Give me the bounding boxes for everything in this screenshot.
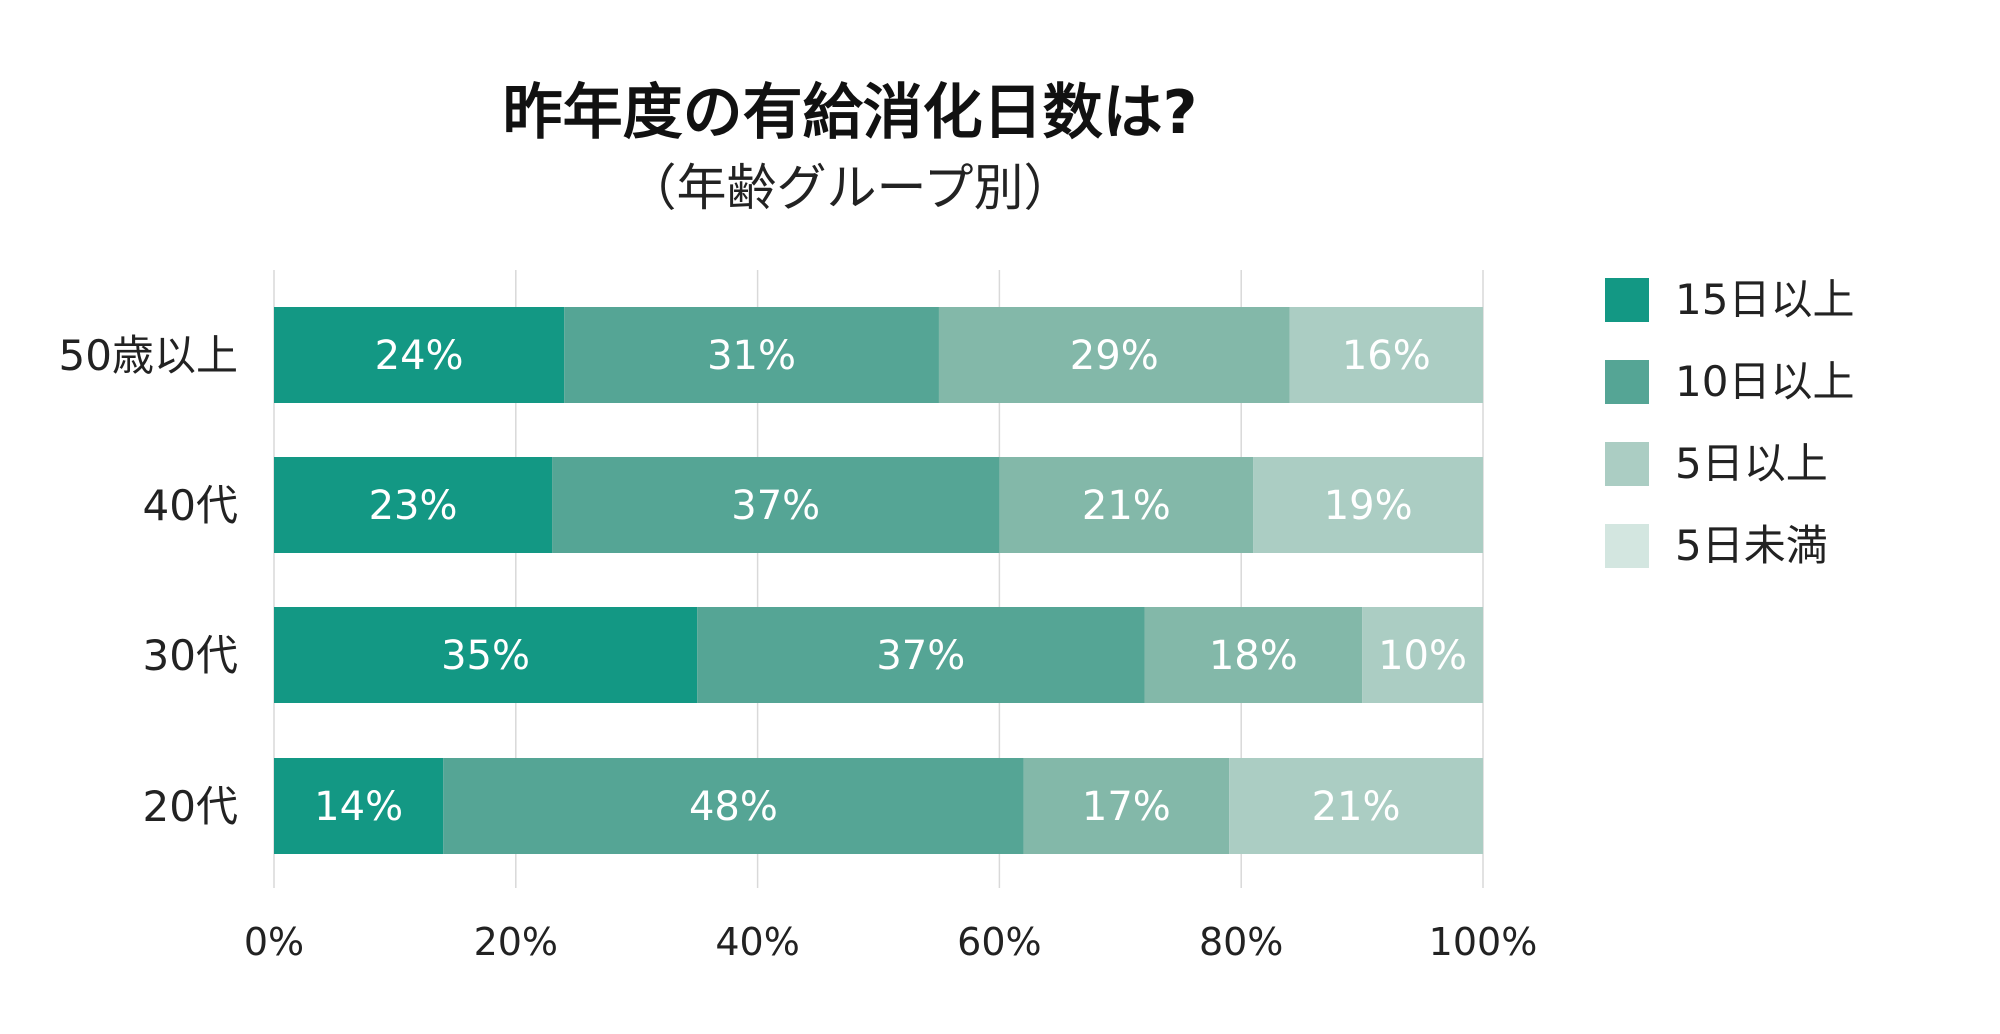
x-tick-label: 60% [957, 920, 1041, 964]
x-tick-label: 40% [715, 920, 799, 964]
bar-segment [1023, 758, 1230, 854]
bar-value-label: 29% [1070, 333, 1159, 379]
x-tick-label: 0% [244, 920, 304, 964]
bar-segment [697, 607, 1145, 703]
category-label: 40代 [143, 481, 238, 530]
bar-value-label: 14% [314, 784, 403, 830]
legend-swatch [1605, 442, 1649, 486]
category-label: 20代 [143, 782, 238, 831]
bar-segment [1362, 607, 1483, 703]
bar-value-label: 17% [1082, 784, 1171, 830]
bar-value-label: 19% [1324, 483, 1413, 529]
legend-label: 5日以上 [1675, 439, 1828, 488]
bar-value-label: 35% [441, 633, 530, 679]
axis-layer: 0% 20% 40% 60% 80% 100% 50歳以上 40代 30代 20代 [59, 331, 1538, 964]
bar-value-label: 31% [707, 333, 796, 379]
legend-layer: 15日以上 10日以上 5日以上 5日未満 [1605, 275, 1854, 570]
bar-segment [938, 307, 1290, 403]
bar-segment [274, 457, 553, 553]
bar-value-label: 16% [1342, 333, 1431, 379]
chart-title: 昨年度の有給消化日数は? [503, 78, 1198, 148]
category-label: 50歳以上 [59, 331, 238, 380]
bar-segment [1144, 607, 1363, 703]
chart-subtitle: （年齢グループ別） [627, 159, 1074, 217]
bar-segment [564, 307, 939, 403]
x-tick-label: 100% [1429, 920, 1538, 964]
legend-label: 15日以上 [1675, 275, 1854, 324]
bar-segment [552, 457, 1000, 553]
bar-value-label: 24% [375, 333, 464, 379]
bar-value-label: 21% [1312, 784, 1401, 830]
category-label: 30代 [143, 631, 238, 680]
legend-label: 10日以上 [1675, 357, 1854, 406]
bar-segment [1253, 457, 1483, 553]
legend-swatch [1605, 360, 1649, 404]
bar-segment [274, 758, 444, 854]
x-tick-label: 80% [1199, 920, 1283, 964]
bar-segment [999, 457, 1254, 553]
bar-value-label: 10% [1378, 633, 1467, 679]
bar-segment [443, 758, 1024, 854]
bar-segment [274, 307, 565, 403]
legend-swatch [1605, 278, 1649, 322]
bar-value-label: 48% [689, 784, 778, 830]
bar-segment [1289, 307, 1483, 403]
x-tick-label: 20% [474, 920, 558, 964]
bar-value-label: 18% [1209, 633, 1298, 679]
bar-segment [1229, 758, 1483, 854]
bar-value-label: 37% [876, 633, 965, 679]
legend-label: 5日未満 [1675, 521, 1828, 570]
bar-value-label: 23% [369, 483, 458, 529]
bar-layer: 24% 31% 29% 16% 23% 37% 21% 19% 35% 37% 18% 10% 14% 4… [274, 307, 1483, 854]
legend-swatch [1605, 524, 1649, 568]
bar-value-label: 37% [731, 483, 820, 529]
bar-segment [274, 607, 698, 703]
bar-value-label: 21% [1082, 483, 1171, 529]
